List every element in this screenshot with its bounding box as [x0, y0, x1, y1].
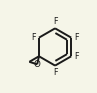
Text: F: F: [53, 68, 57, 77]
Text: F: F: [32, 33, 36, 42]
Text: F: F: [74, 33, 78, 42]
Text: F: F: [74, 52, 78, 61]
Text: O: O: [34, 60, 41, 69]
Text: F: F: [53, 17, 57, 26]
